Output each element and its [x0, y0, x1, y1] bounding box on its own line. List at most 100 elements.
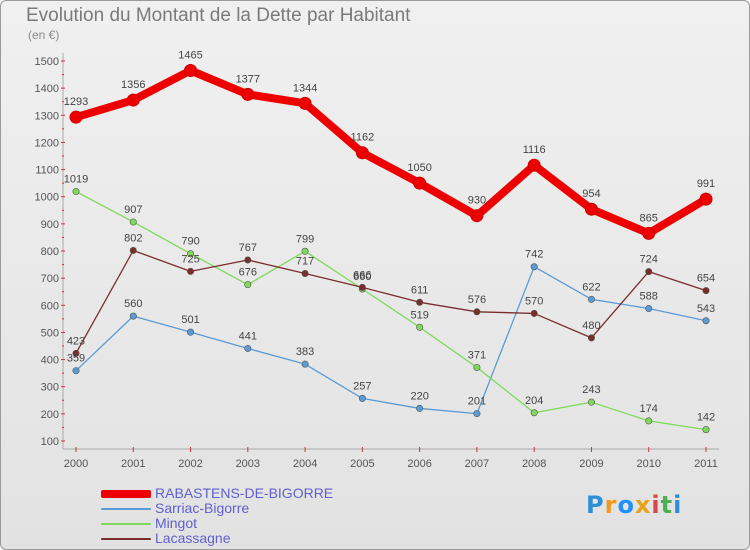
y-tick-label: 1200 [35, 137, 59, 149]
data-point [187, 250, 195, 258]
data-point [129, 246, 137, 254]
data-point [473, 363, 481, 371]
data-point [241, 87, 255, 101]
x-tick-label: 2006 [407, 458, 431, 470]
data-point [301, 247, 309, 255]
y-tick-label: 800 [41, 246, 59, 258]
data-point [69, 110, 83, 124]
legend-swatch [101, 538, 151, 540]
data-label: 725 [181, 253, 199, 265]
data-point [642, 226, 656, 240]
data-point [416, 404, 424, 412]
data-point [184, 64, 198, 77]
data-point [530, 409, 538, 417]
data-label: 204 [525, 395, 543, 407]
data-point [244, 281, 252, 289]
legend-label: Mingot [155, 515, 198, 531]
x-tick-label: 2010 [636, 458, 660, 470]
legend-label: Lacassagne [155, 530, 231, 546]
data-label: 724 [640, 254, 658, 266]
data-point [416, 323, 424, 331]
data-point [473, 410, 481, 418]
data-point [530, 263, 538, 271]
y-tick-label: 1000 [35, 192, 59, 204]
series-line-3 [75, 249, 707, 354]
logo-letter: i [673, 491, 683, 519]
data-point [702, 426, 710, 434]
x-tick-label: 2003 [236, 458, 260, 470]
data-point [355, 146, 369, 160]
data-point [587, 398, 595, 406]
data-point [298, 96, 312, 110]
data-point [587, 334, 595, 342]
data-label: 501 [181, 314, 199, 326]
x-tick-label: 2011 [694, 458, 718, 470]
data-label: 1019 [64, 174, 88, 186]
data-point [645, 268, 653, 276]
x-tick-label: 2001 [121, 458, 145, 470]
data-label: 142 [697, 412, 715, 424]
data-label: 660 [353, 271, 371, 283]
data-label: 560 [124, 298, 142, 310]
data-label: 359 [67, 353, 85, 365]
data-label: 576 [468, 294, 486, 306]
data-point [473, 308, 481, 316]
data-point [587, 295, 595, 303]
legend-swatch [101, 490, 151, 498]
logo-letter: x [634, 491, 652, 519]
logo-letter: t [660, 491, 674, 519]
data-point [244, 344, 252, 352]
data-label: 1356 [121, 79, 145, 91]
legend-label: Sarriac-Bigorre [155, 500, 250, 516]
proxiti-logo: Proxiti [586, 491, 682, 519]
series-line-2 [75, 190, 707, 431]
y-tick-label: 900 [41, 219, 59, 231]
data-label: 220 [410, 390, 428, 402]
data-point [530, 309, 538, 317]
data-point [699, 192, 713, 206]
data-label: 1162 [351, 132, 375, 144]
data-point [645, 417, 653, 425]
data-label: 201 [468, 396, 486, 408]
data-point [645, 305, 653, 313]
data-point [358, 394, 366, 402]
data-label: 611 [411, 284, 429, 296]
data-label: 543 [697, 303, 715, 315]
legend-label: RABASTENS-DE-BIGORRE [155, 485, 334, 501]
data-label: 676 [239, 267, 257, 279]
chart-title: Evolution du Montant de la Dette par Hab… [26, 5, 411, 26]
logo-letter: P [586, 491, 605, 519]
series-line-1 [75, 266, 707, 415]
data-label: 1344 [293, 82, 317, 94]
y-tick-label: 300 [41, 382, 59, 394]
data-label: 930 [468, 195, 486, 207]
data-label: 1377 [236, 73, 260, 85]
data-label: 519 [410, 309, 428, 321]
y-tick-label: 600 [41, 300, 59, 312]
data-label: 243 [582, 384, 600, 396]
data-label: 371 [468, 349, 486, 361]
data-label: 790 [181, 236, 199, 248]
logo-letter: o [617, 491, 635, 519]
unit-label: (en €) [28, 28, 60, 42]
data-point [301, 360, 309, 368]
data-label: 480 [582, 320, 600, 332]
data-point [527, 158, 541, 172]
data-label: 622 [582, 281, 600, 293]
data-label: 1116 [523, 144, 546, 156]
data-label: 174 [640, 403, 658, 415]
x-tick-label: 2008 [522, 458, 546, 470]
x-tick-label: 2000 [64, 458, 88, 470]
data-point [244, 256, 252, 264]
data-label: 423 [67, 335, 85, 347]
data-point [187, 328, 195, 336]
legend-swatch [101, 508, 151, 510]
y-tick-label: 100 [41, 436, 59, 448]
logo-letter: r [604, 491, 618, 519]
data-point [72, 349, 80, 357]
data-label: 588 [640, 291, 658, 303]
y-tick-label: 1100 [35, 165, 59, 177]
data-label: 742 [525, 249, 543, 261]
